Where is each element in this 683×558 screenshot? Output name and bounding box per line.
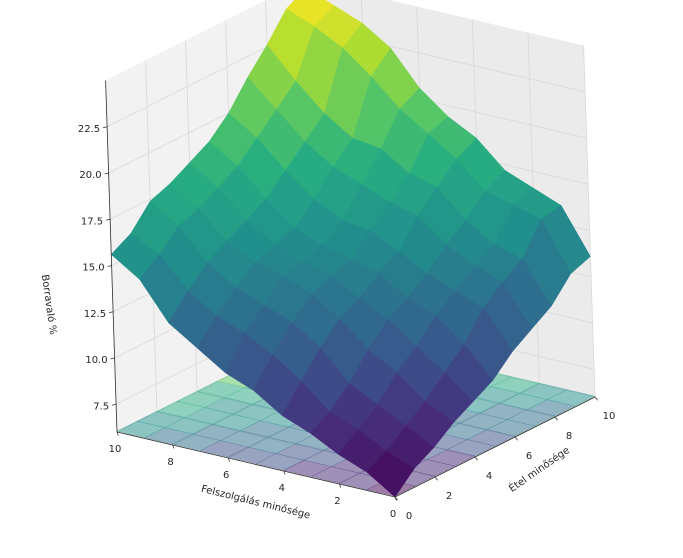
surface-mesh [110,0,591,498]
grid-line-back-x [583,45,596,398]
z-tick-label: 22.5 [78,124,100,135]
z-tick-mark [103,126,108,129]
z-tick-label: 12.5 [84,309,106,320]
x-axis-line [116,431,396,498]
z-axis-label: Borravaló % [39,274,59,336]
z-tick-label: 15.0 [82,263,104,274]
y-tick-mark [594,396,598,401]
y-axis-line [394,396,596,498]
surface-face [366,450,415,498]
z-tick-label: 17.5 [81,216,103,227]
y-tick-mark [554,416,558,421]
y-tick-mark [474,456,478,461]
y-tick-label: 8 [566,431,572,442]
y-tick-mark [434,476,438,481]
axis-lines [105,80,596,498]
x-tick-label: 0 [390,509,396,520]
tick-labels: 0 2 4 6 8 10 0 2 4 6 8 10 7.5 10.0 12.5 15.0 17.5 20.0 22.… [78,124,616,522]
z-tick-mark [109,311,114,314]
x-tick-label: 6 [223,470,229,481]
x-tick-label: 8 [167,457,173,468]
y-axis-label: Étel minősége [506,443,572,494]
x-axis-label: Felszolgálás minősége [200,483,312,522]
x-tick-mark [283,470,286,475]
z-tick-mark [107,265,112,267]
x-tick-label: 2 [334,496,340,507]
y-tick-mark [394,496,398,501]
y-tick-label: 10 [603,411,616,422]
x-tick-label: 10 [109,444,122,455]
z-tick-label: 7.5 [93,401,109,412]
x-tick-label: 4 [279,483,285,494]
z-tick-label: 10.0 [85,355,107,366]
z-axis-line [105,80,118,433]
z-tick-mark [112,403,117,406]
x-tick-mark [172,444,175,449]
z-tick-label: 20.0 [79,170,101,181]
y-tick-label: 2 [446,491,452,502]
y-tick-label: 6 [526,451,532,462]
z-tick-mark [106,218,111,221]
x-tick-mark [227,457,230,462]
y-tick-label: 4 [486,471,492,482]
x-tick-mark [116,431,119,436]
y-tick-mark [514,436,518,441]
z-tick-mark [110,357,115,360]
y-tick-label: 0 [406,511,412,522]
z-tick-mark [104,172,109,175]
x-tick-mark [339,483,342,488]
